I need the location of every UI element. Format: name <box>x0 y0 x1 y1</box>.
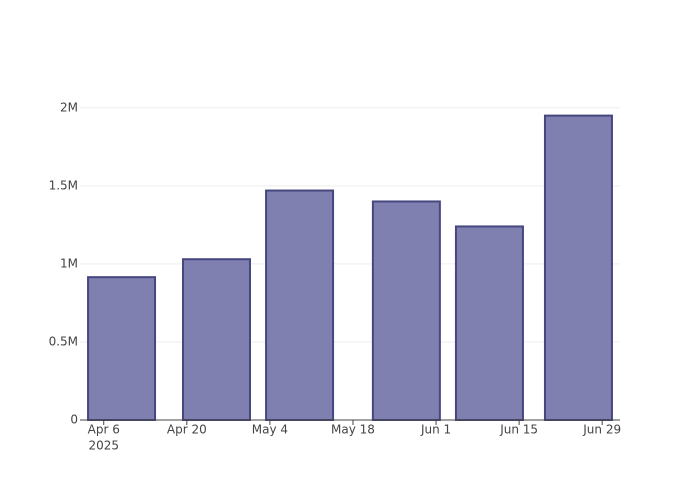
x-year-label: 2025 <box>88 439 119 453</box>
x-tick-label: Jun 15 <box>499 423 538 437</box>
y-tick-label: 1M <box>60 256 78 270</box>
y-tick-label: 1.5M <box>49 178 78 192</box>
x-tick-label: May 4 <box>252 423 288 437</box>
y-tick-label: 2M <box>60 100 78 114</box>
x-tick-label: Apr 6 <box>88 423 120 437</box>
bar <box>454 225 524 421</box>
y-tick-label: 0 <box>70 413 78 427</box>
bar <box>87 276 157 422</box>
bar <box>371 200 441 421</box>
bar <box>181 258 251 421</box>
x-tick-label: May 18 <box>331 423 375 437</box>
x-tick-label: Jun 1 <box>420 423 451 437</box>
bar <box>265 189 335 421</box>
x-tick-label: Jun 29 <box>582 423 621 437</box>
x-tick-label: Apr 20 <box>167 423 207 437</box>
bar <box>543 114 613 422</box>
y-tick-label: 0.5M <box>49 334 78 348</box>
